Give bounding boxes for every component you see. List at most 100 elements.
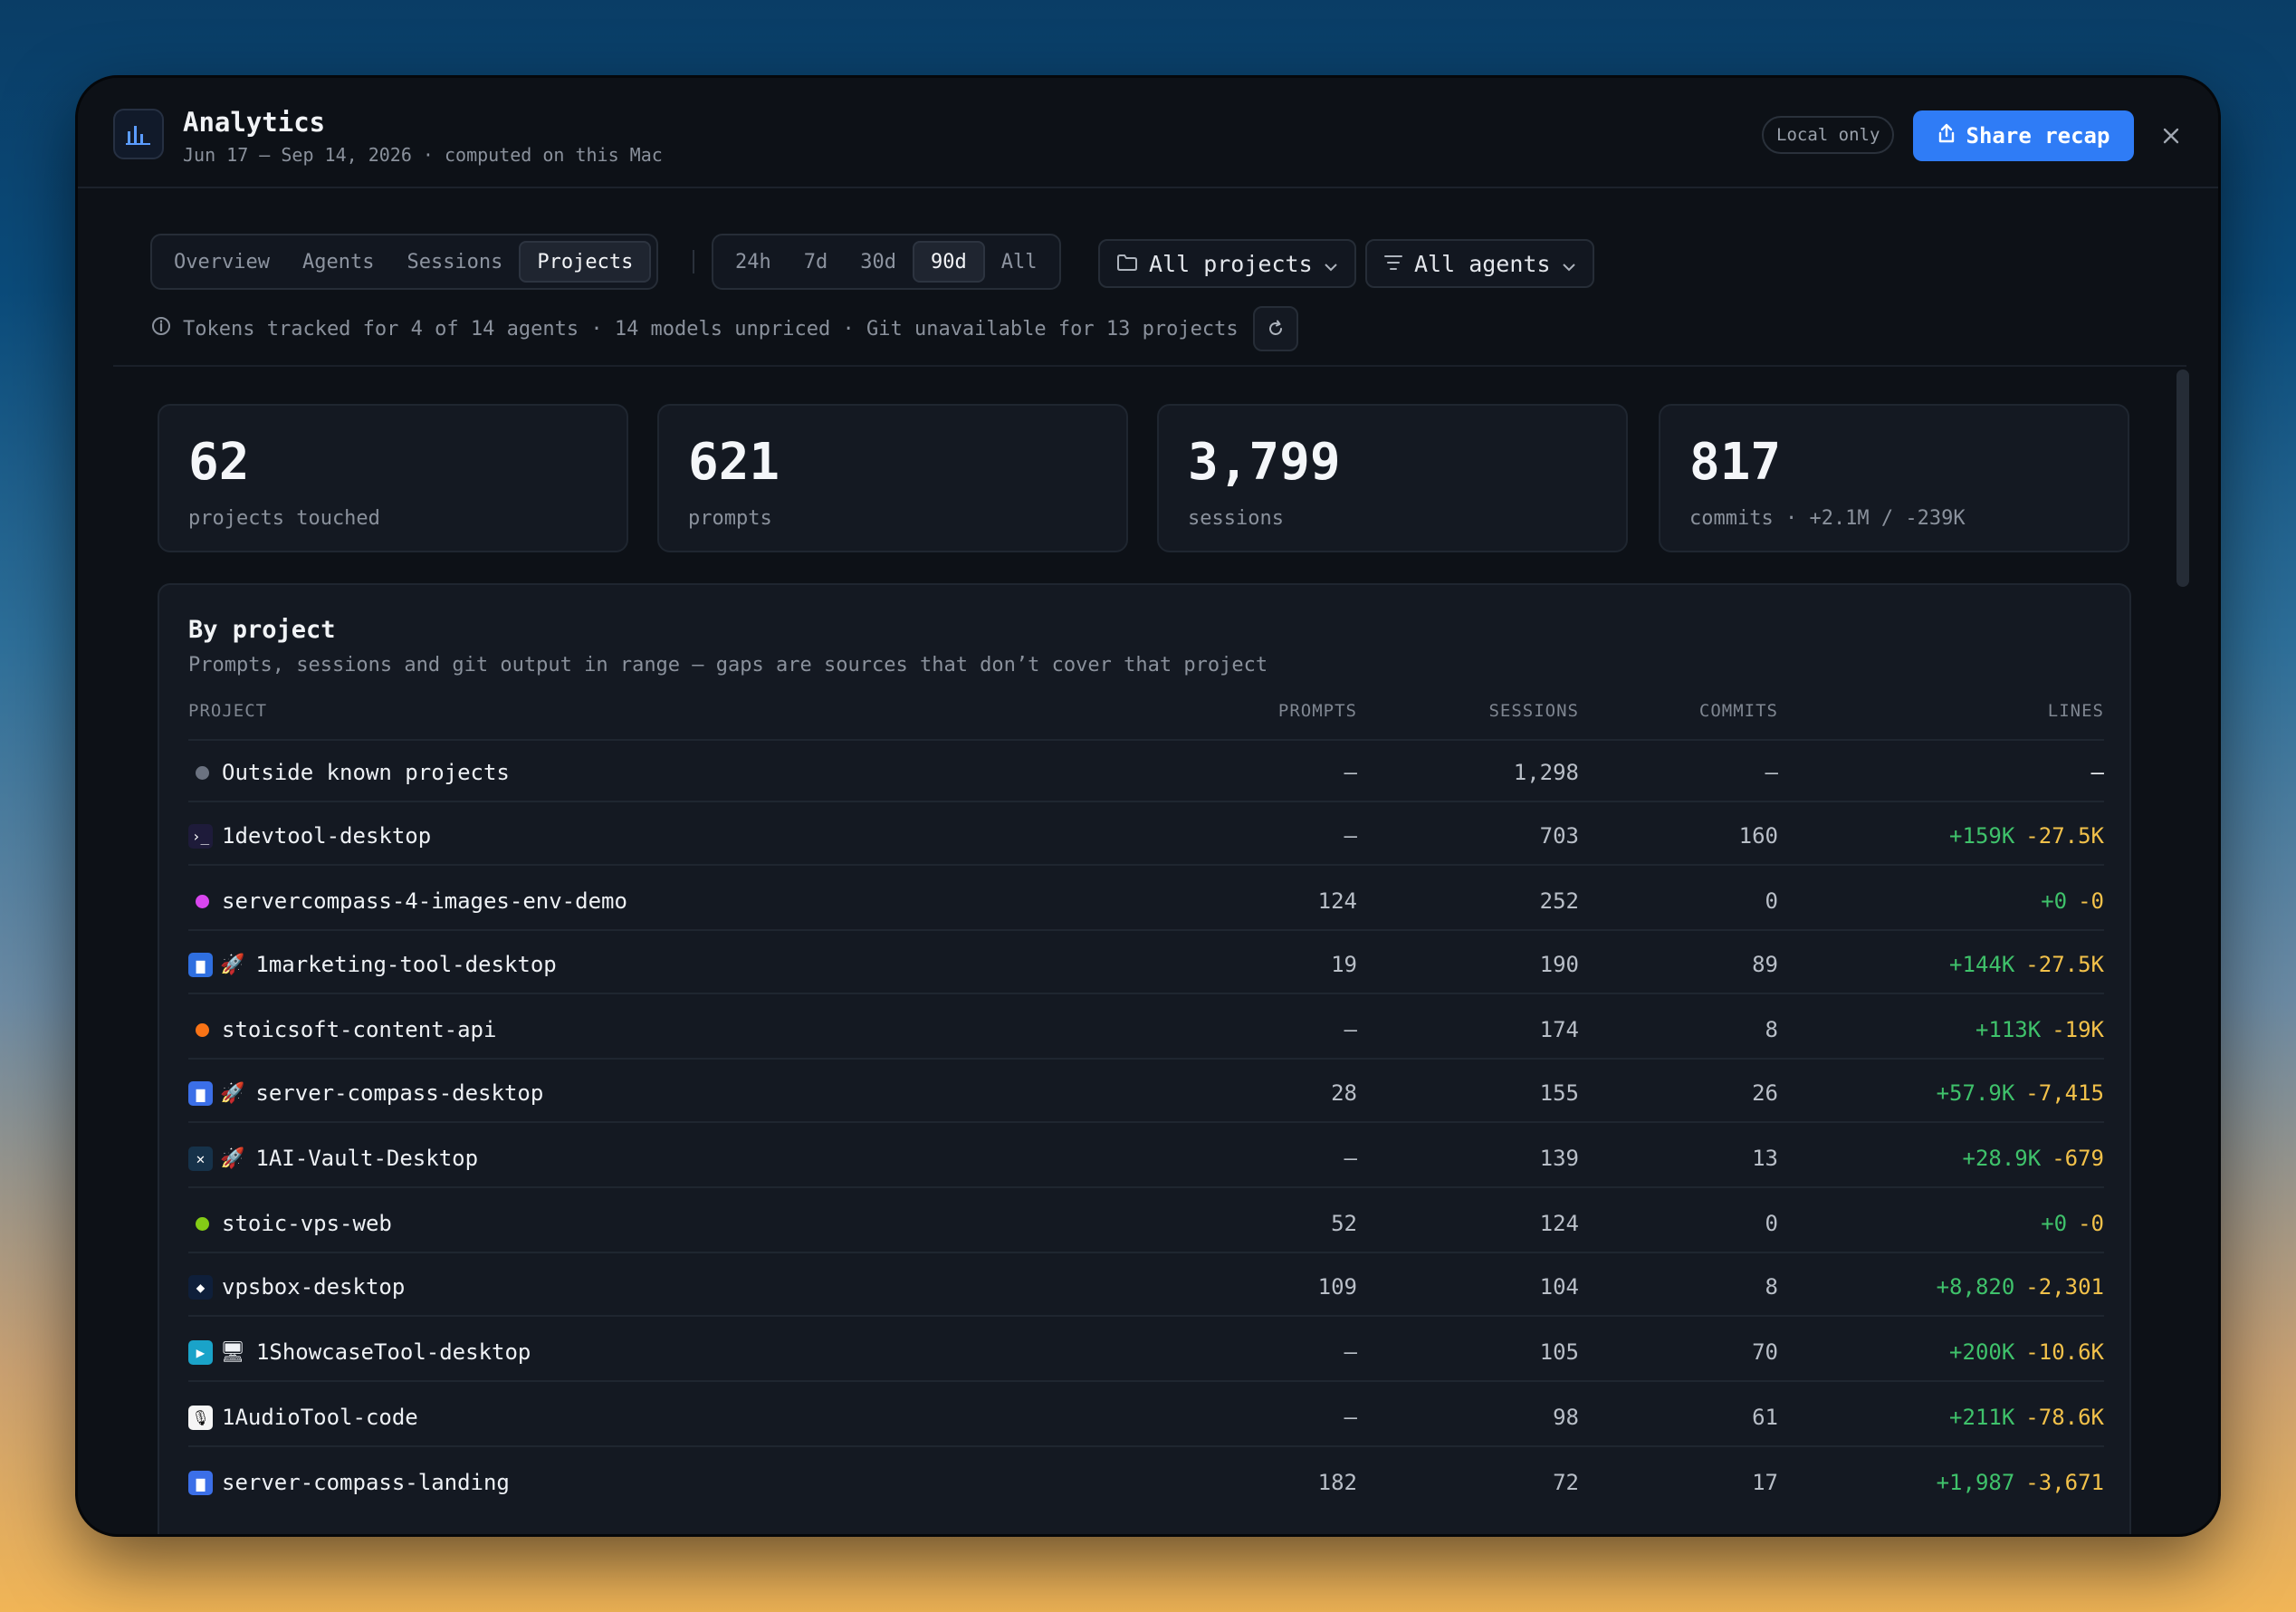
table-row[interactable]: ▶ 🖥 1ShowcaseTool-desktop — 105 70 +200K -10.6K [188,1320,2104,1384]
range-90d[interactable]: 90d [913,241,985,283]
folder-icon [1116,251,1138,277]
date-range-subtitle: Jun 17 – Sep 14, 2026 · computed on this… [183,144,663,166]
lines-cell: — [2091,741,2104,804]
projects-filter-dropdown[interactable]: All projects [1098,239,1356,288]
lines-added: +144K [1949,952,2015,977]
scrollbar[interactable] [2176,369,2189,587]
tab-overview[interactable]: Overview [174,250,270,273]
range-30d[interactable]: 30d [860,250,896,273]
commits-cell: 8 [1765,1274,1778,1300]
commits-cell: 70 [1752,1339,1778,1365]
share-recap-button[interactable]: Share recap [1913,110,2134,161]
stat-value: 621 [688,433,780,492]
project-name: 1devtool-desktop [222,823,432,849]
commits-cell: 0 [1765,1211,1778,1236]
prompts-cell: — [1344,1017,1357,1042]
commits-cell: — [1765,760,1778,785]
lines-removed: -2,301 [2025,1274,2104,1300]
col-project[interactable]: PROJECT [188,701,268,721]
row-divider [188,1380,2104,1382]
table-row[interactable]: stoic-vps-web 52 124 0 +0 -0 [188,1192,2104,1255]
table-row[interactable]: ▆ 🚀 server-compass-desktop 28 155 26 +57.9K -7,… [188,1061,2104,1125]
commits-cell: 13 [1752,1146,1778,1171]
agents-filter-label: All agents [1414,250,1551,277]
project-name-cell: ▆ server-compass-landing [188,1451,510,1514]
table-row[interactable]: stoicsoft-content-api — 174 8 +113K -19K [188,998,2104,1061]
agents-filter-dropdown[interactable]: All agents [1365,239,1594,288]
sessions-cell: 1,298 [1513,760,1579,785]
lines-cell: +1,987 -3,671 [1937,1451,2104,1514]
row-divider [188,864,2104,866]
stat-card-sessions: 3,799 sessions [1157,404,1628,552]
lines-cell: +57.9K -7,415 [1937,1061,2104,1125]
lines-removed: -19K [2052,1017,2104,1042]
row-divider [188,993,2104,994]
tab-projects[interactable]: Projects [519,241,652,283]
range-all[interactable]: All [1000,250,1038,273]
commits-cell: 17 [1752,1470,1778,1495]
commits-cell: 89 [1752,952,1778,977]
chevron-down-icon [1562,251,1576,277]
prompts-cell: — [1344,823,1357,849]
sessions-cell: 174 [1539,1017,1579,1042]
lines-removed: -3,671 [2025,1470,2104,1495]
sessions-cell: 190 [1539,952,1579,977]
lines-cell: +211K -78.6K [1949,1386,2104,1449]
titlebar: Analytics Jun 17 – Sep 14, 2026 · comput… [78,78,2218,188]
lines-removed: -27.5K [2025,952,2104,977]
table-row[interactable]: ▆ server-compass-landing 182 72 17 +1,987 -3,6… [188,1451,2104,1514]
table-row[interactable]: ✕ 🚀 1AI-Vault-Desktop — 139 13 +28.9K -679 [188,1127,2104,1190]
tab-sessions[interactable]: Sessions [407,250,503,273]
sessions-cell: 703 [1539,823,1579,849]
table-row[interactable]: 🎙 1AudioTool-code — 98 61 +211K -78.6K [188,1386,2104,1449]
lines-added: +200K [1949,1339,2015,1365]
col-lines[interactable]: LINES [2047,701,2104,721]
table-row[interactable]: servercompass-4-images-env-demo 124 252 0 +0… [188,869,2104,933]
lines-cell: +144K -27.5K [1949,933,2104,996]
range-24h[interactable]: 24h [735,250,771,273]
lines-added: +211K [1949,1405,2015,1430]
commits-cell: 26 [1752,1080,1778,1106]
refresh-icon [1268,320,1282,335]
table-row[interactable]: ◆ vpsbox-desktop 109 104 8 +8,820 -2,301 [188,1255,2104,1319]
project-color-dot [196,1022,209,1037]
table-row[interactable]: ›_ 1devtool-desktop — 703 160 +159K -27.5K [188,804,2104,868]
table-row[interactable]: ▆ 🚀 1marketing-tool-desktop 19 190 89 +144K -27… [188,933,2104,996]
col-sessions[interactable]: SESSIONS [1488,701,1579,721]
stat-card-projects: 62 projects touched [158,404,628,552]
bar-chart-icon [113,109,164,159]
project-name: 1AudioTool-code [222,1405,418,1430]
filter-icon [1383,251,1403,277]
project-name: 1ShowcaseTool-desktop [255,1339,531,1365]
col-commits[interactable]: COMMITS [1698,701,1778,721]
stat-value: 817 [1689,433,1782,492]
lines-removed: -0 [2078,888,2104,914]
stat-label: sessions [1188,507,1284,530]
lines-added: +57.9K [1936,1080,2015,1106]
project-name-cell: ▆ 🚀 1marketing-tool-desktop [188,933,557,996]
lines-added: +28.9K [1962,1146,2042,1171]
panel-subtitle: Prompts, sessions and git output in rang… [188,654,1268,676]
col-prompts[interactable]: PROMPTS [1277,701,1357,721]
project-color-dot [196,765,209,780]
refresh-button[interactable] [1252,306,1298,351]
share-icon [1937,123,1956,149]
cube-icon: ◆ [188,1274,213,1300]
range-7d[interactable]: 7d [803,250,828,273]
lines-added: +113K [1975,1017,2042,1042]
stat-value: 62 [188,433,250,492]
lines-removed: -0 [2078,1211,2104,1236]
stat-card-commits: 817 commits · +2.1M / -239K [1659,404,2129,552]
tab-agents[interactable]: Agents [301,250,375,273]
share-recap-label: Share recap [1966,123,2110,149]
project-name-cell: stoicsoft-content-api [188,998,496,1061]
by-project-panel: By project Prompts, sessions and git out… [158,583,2131,1534]
row-divider [188,1186,2104,1188]
header-divider [188,739,2104,741]
toolbar-divider [693,250,694,273]
table-row[interactable]: Outside known projects — 1,298 — — [188,741,2104,804]
stat-card-prompts: 621 prompts [657,404,1128,552]
close-icon[interactable] [2151,116,2191,156]
network-icon: ✕ [188,1146,213,1171]
project-name: 1AI-Vault-Desktop [255,1146,479,1171]
